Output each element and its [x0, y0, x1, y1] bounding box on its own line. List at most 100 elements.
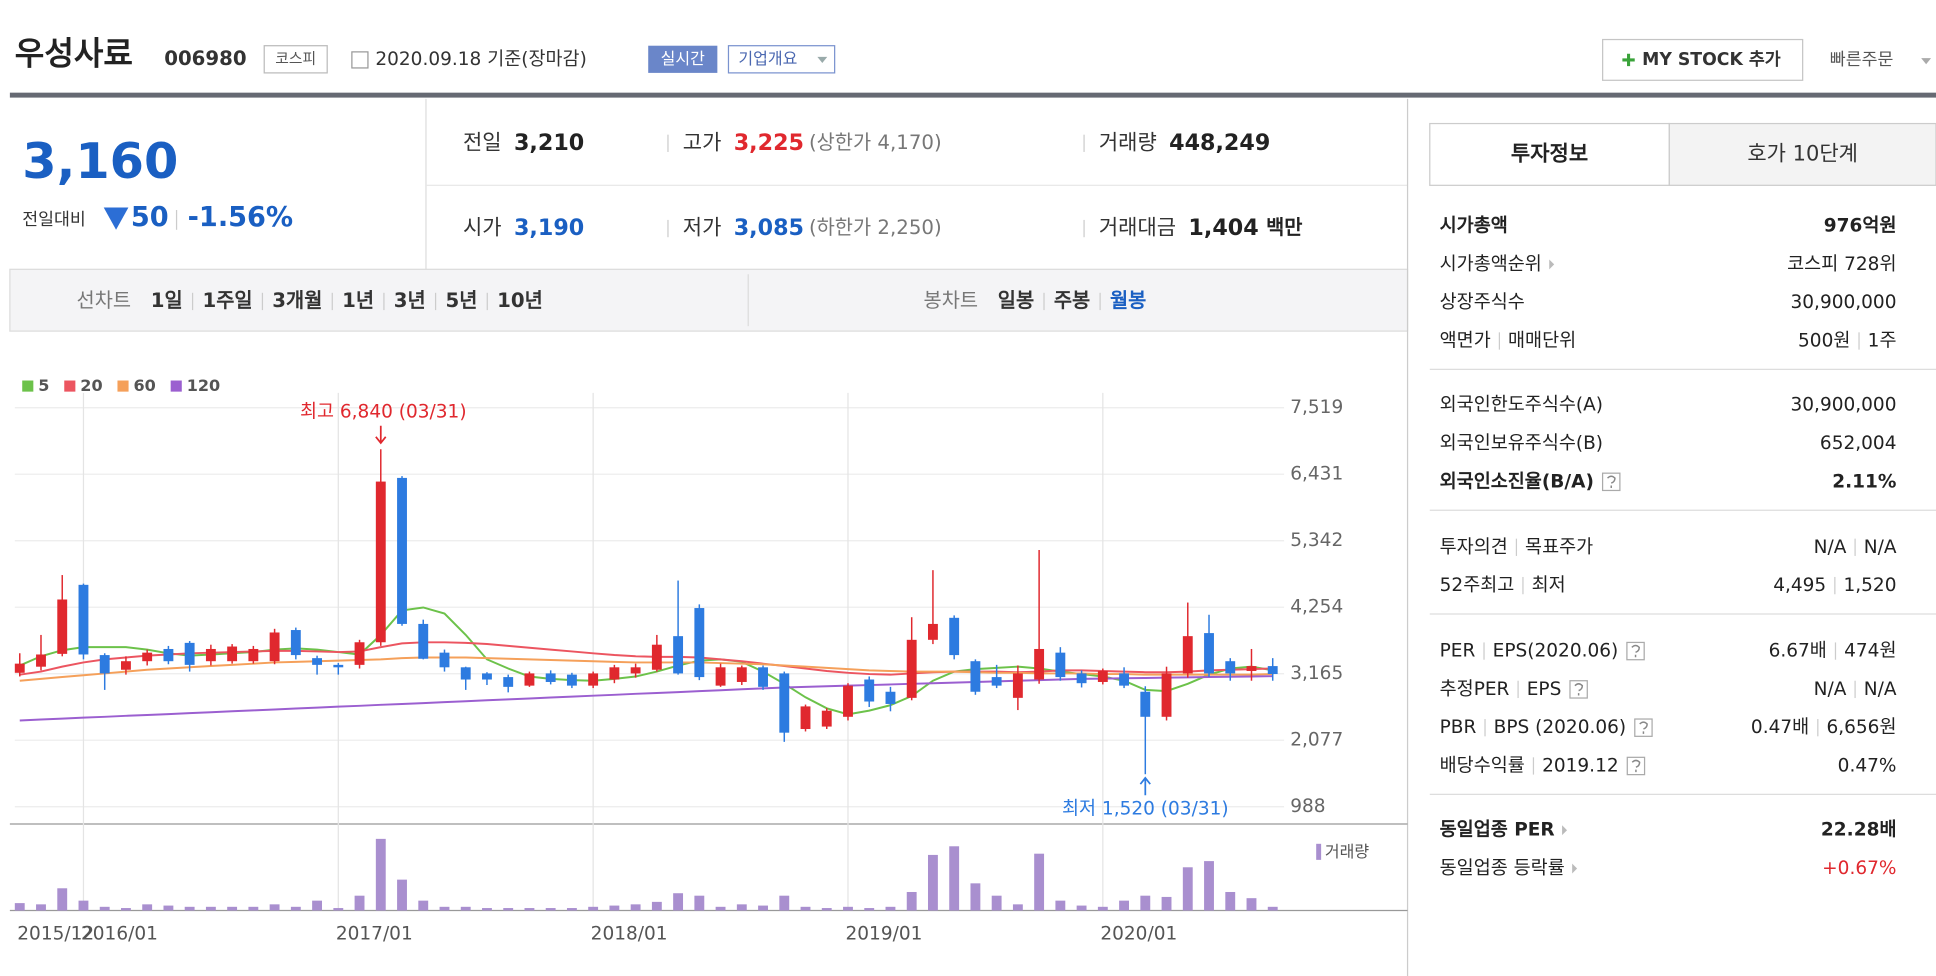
candle-body [269, 632, 280, 662]
annotation: 최저 1,520 (03/31) [1062, 798, 1229, 819]
candle-body [1246, 666, 1257, 671]
period-tab[interactable]: 10년 [497, 289, 543, 312]
overview-button[interactable] [727, 45, 836, 74]
x-tick-label: 2019/01 [846, 923, 923, 944]
x-tick-label: 2016/01 [81, 923, 158, 944]
tab[interactable] [1668, 122, 1936, 186]
info-label: PBR [1440, 717, 1477, 738]
info-value: 976억원 [1824, 216, 1897, 237]
candle-body [78, 584, 89, 655]
info-label: 매매단위 [1508, 330, 1576, 351]
help-icon[interactable] [1601, 472, 1621, 492]
tab-label[interactable]: 호가 10단계 [1747, 141, 1858, 165]
info-value: 1,520 [1843, 575, 1896, 596]
quick-order[interactable]: 빠른주문 [1830, 50, 1894, 70]
candle-body [630, 667, 641, 674]
volume-bar [1055, 900, 1066, 911]
volume-bar [142, 904, 153, 911]
volume-bar [566, 908, 577, 911]
info-value: 30,900,000 [1791, 292, 1897, 313]
candle-body [885, 691, 896, 704]
info-value: 6,656원 [1826, 717, 1896, 738]
info-label: 52주최고 [1440, 575, 1515, 596]
volume-bar [779, 895, 790, 911]
volume-bar [1204, 861, 1214, 911]
realtime[interactable]: 실시간 [661, 49, 706, 68]
tab-active[interactable] [1429, 122, 1670, 186]
help-icon[interactable] [1626, 756, 1646, 776]
period-tab[interactable]: 3년 [394, 289, 426, 312]
plus-icon [1622, 53, 1635, 67]
candle-body [1161, 673, 1172, 717]
change-label: 전일대비 [22, 210, 86, 230]
candle-body [333, 664, 344, 668]
overview[interactable]: 기업개요 [738, 49, 797, 68]
help-icon[interactable] [1626, 641, 1645, 661]
candle-body [800, 706, 811, 730]
candle-body [566, 674, 577, 686]
info-label: EPS(2020.06) [1493, 641, 1619, 662]
period-tab[interactable]: 1년 [342, 289, 374, 312]
calendar-icon [351, 51, 369, 69]
y-tick-label: 988 [1290, 796, 1325, 817]
period-tab[interactable]: 주봉 [1054, 289, 1090, 312]
period-tab[interactable]: 1주일 [202, 289, 252, 312]
volume-bar [290, 906, 301, 911]
period-tab[interactable]: 일봉 [998, 289, 1034, 312]
volume-bar [163, 905, 174, 911]
candle-body [142, 652, 153, 662]
change: 50 [131, 202, 169, 233]
volume-bar [885, 906, 896, 911]
candle-body [503, 677, 514, 687]
y-tick-label: 2,077 [1290, 730, 1343, 751]
quote-label: 거래량 [1099, 130, 1157, 154]
mystock[interactable]: MY STOCK 추가 [1642, 50, 1781, 70]
candle-body [906, 639, 917, 698]
help-icon[interactable] [1634, 718, 1653, 737]
quote-label: 거래대금 [1099, 216, 1176, 240]
candle-body [1182, 636, 1193, 674]
period-tab[interactable]: 1일 [151, 289, 183, 312]
tab-label[interactable]: 투자정보 [1511, 141, 1588, 165]
volume-bar [184, 906, 195, 911]
volume-bar [397, 879, 407, 911]
mystock-button[interactable] [1602, 38, 1804, 81]
candle-body [36, 654, 46, 667]
x-tick-label: 2020/01 [1100, 923, 1177, 944]
legend-swatch [117, 380, 129, 392]
period-tab[interactable]: 5년 [445, 289, 477, 312]
help-icon[interactable] [1569, 680, 1588, 699]
info-value: N/A [1814, 679, 1847, 700]
candle-body [736, 667, 747, 682]
candle-body [843, 685, 853, 717]
quote-value: 1,404 [1188, 215, 1258, 241]
info-value: 0.47배 [1751, 717, 1809, 738]
candle-body [1012, 673, 1023, 698]
arrow-icon [1562, 825, 1568, 836]
candle-body [1076, 673, 1087, 684]
candle-body [949, 617, 960, 656]
info-value: +0.67% [1822, 858, 1896, 879]
dropdown-icon [817, 56, 828, 64]
info-label: 배당수익률 [1440, 755, 1525, 776]
quote-value: 3,210 [514, 130, 584, 156]
dropdown-icon [1921, 58, 1932, 65]
realtime-button[interactable] [648, 45, 718, 73]
volume-bar [949, 846, 960, 911]
x-tick-label: 2017/01 [336, 923, 413, 944]
change-rate: -1.56% [188, 202, 293, 233]
candle-body [970, 661, 981, 692]
arrow-icon [1572, 863, 1578, 874]
info-value: 4,495 [1773, 575, 1826, 596]
legend-swatch [1316, 843, 1322, 860]
candle-body [163, 648, 174, 662]
info-value: 22.28배 [1821, 820, 1897, 841]
candle-body [609, 667, 620, 680]
candle-body [121, 661, 131, 670]
period-tab[interactable]: 월봉 [1110, 289, 1146, 312]
info-value: 6.67배 [1769, 641, 1827, 662]
annotation-arrow [375, 425, 387, 445]
period-tab[interactable]: 3개월 [272, 289, 322, 312]
volume-bar [248, 906, 259, 911]
candle-body [588, 673, 599, 686]
